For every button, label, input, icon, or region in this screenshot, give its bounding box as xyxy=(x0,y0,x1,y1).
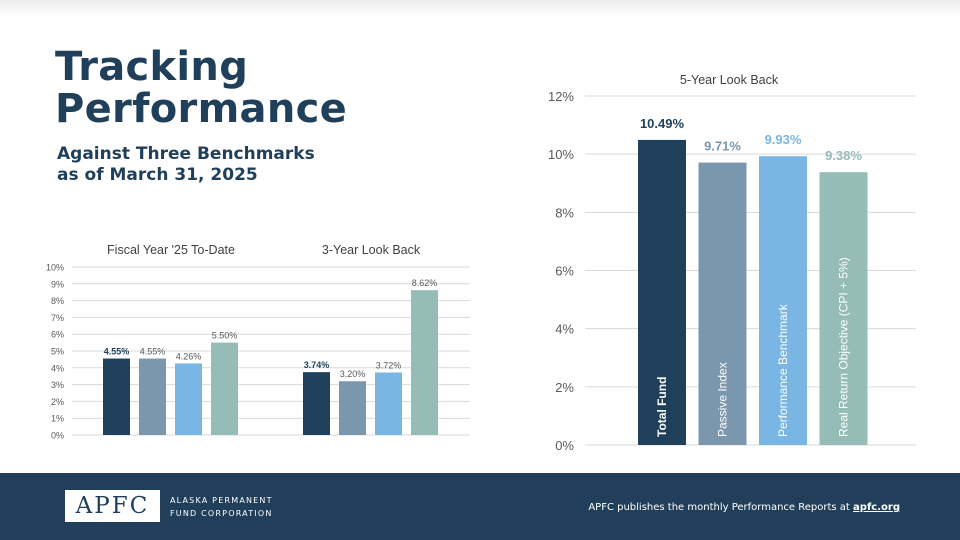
y-tick-label: 9% xyxy=(51,279,64,289)
data-label: 4.26% xyxy=(176,351,202,361)
y-tick-label: 4% xyxy=(555,322,574,337)
data-label: 3.74% xyxy=(304,360,330,370)
y-tick-label: 12% xyxy=(548,89,574,104)
y-tick-label: 2% xyxy=(51,397,64,407)
y-tick-label: 8% xyxy=(51,296,64,306)
bar xyxy=(411,290,438,435)
y-tick-label: 10% xyxy=(548,147,574,162)
y-tick-label: 6% xyxy=(51,330,64,340)
page-title: Tracking Performance xyxy=(55,46,347,130)
top-shade xyxy=(0,0,960,16)
apfc-link[interactable]: apfc.org xyxy=(853,502,900,513)
category-label: Performance Benchmark xyxy=(776,303,790,437)
y-tick-label: 7% xyxy=(51,313,64,323)
y-tick-label: 4% xyxy=(51,363,64,373)
y-tick-label: 1% xyxy=(51,414,64,424)
y-tick-label: 5% xyxy=(51,347,64,357)
org-line-2: FUND CORPORATION xyxy=(170,509,273,518)
bar xyxy=(759,156,807,445)
data-label: 9.71% xyxy=(704,139,741,154)
bar xyxy=(103,358,130,435)
publish-note: APFC publishes the monthly Performance R… xyxy=(588,502,900,513)
bar xyxy=(339,381,366,435)
apfc-logo: APFC xyxy=(65,490,160,522)
data-label: 4.55% xyxy=(140,347,166,357)
data-label: 9.93% xyxy=(765,132,802,147)
subtitle-line-1: Against Three Benchmarks xyxy=(57,144,315,164)
page-subtitle: Against Three Benchmarks as of March 31,… xyxy=(57,144,315,186)
data-label: 3.72% xyxy=(376,361,402,371)
logo-mark: APFC xyxy=(75,493,150,519)
title-line-1: Tracking xyxy=(55,44,249,90)
subtitle-line-2: as of March 31, 2025 xyxy=(57,165,258,185)
data-label: 3.20% xyxy=(340,369,366,379)
y-tick-label: 10% xyxy=(46,263,64,273)
y-tick-label: 0% xyxy=(51,431,64,441)
bar xyxy=(211,342,238,435)
bar xyxy=(175,363,202,435)
data-label: 8.62% xyxy=(412,278,438,288)
chart-title: Fiscal Year '25 To-Date xyxy=(107,243,235,257)
title-line-2: Performance xyxy=(55,86,348,132)
org-line-1: ALASKA PERMANENT xyxy=(170,496,273,505)
data-label: 10.49% xyxy=(640,116,685,131)
y-tick-label: 3% xyxy=(51,380,64,390)
bar xyxy=(819,172,868,445)
chart-title: 3-Year Look Back xyxy=(322,243,421,257)
bar xyxy=(139,358,166,435)
organization-name: ALASKA PERMANENT FUND CORPORATION xyxy=(170,494,273,520)
bar xyxy=(638,139,686,446)
data-label: 9.38% xyxy=(825,148,862,163)
footer-bar xyxy=(0,473,960,540)
data-label: 5.50% xyxy=(212,331,238,341)
publish-text: APFC publishes the monthly Performance R… xyxy=(588,502,850,513)
category-label: Real Return Objective (CPI + 5%) xyxy=(837,257,851,437)
bar xyxy=(375,372,402,435)
bar xyxy=(698,162,747,445)
y-tick-label: 8% xyxy=(555,205,574,220)
category-label: Total Fund xyxy=(655,377,669,437)
y-tick-label: 2% xyxy=(555,380,574,395)
bar xyxy=(303,372,330,435)
data-label: 4.55% xyxy=(104,347,130,357)
y-tick-label: 6% xyxy=(555,264,574,279)
y-tick-label: 0% xyxy=(555,438,574,453)
chart-title: 5-Year Look Back xyxy=(680,73,779,87)
category-label: Passive Index xyxy=(716,362,730,437)
